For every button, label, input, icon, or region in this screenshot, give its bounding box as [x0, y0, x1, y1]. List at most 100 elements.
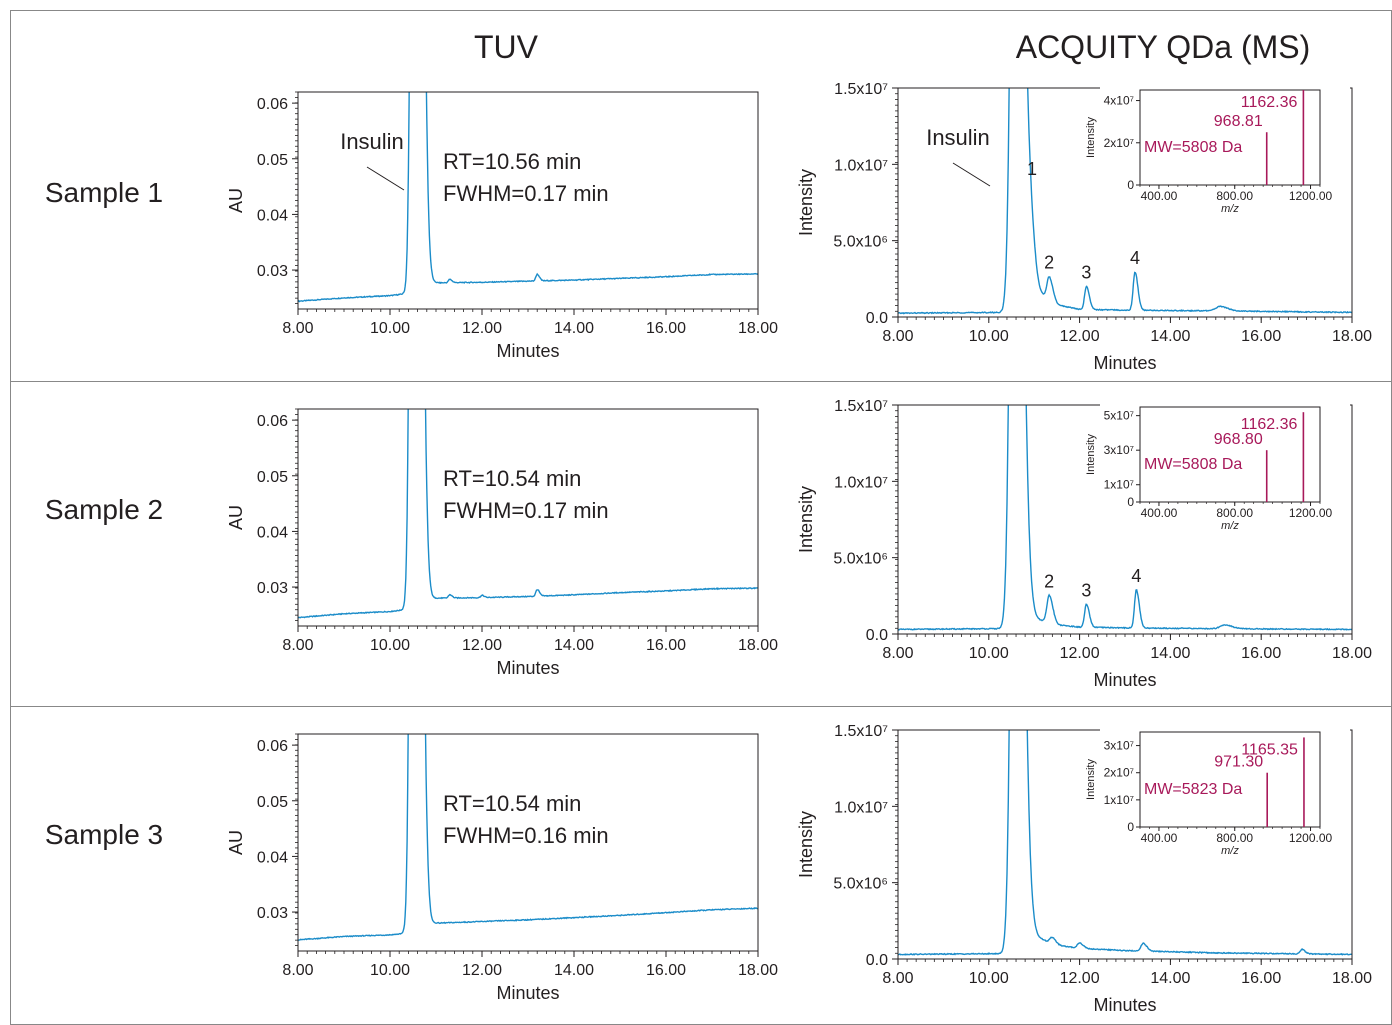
inset-y-tick-label: 3x10⁷: [1104, 443, 1134, 457]
x-tick-label: 16.00: [646, 320, 686, 337]
inset-x-tick-label: 800.00: [1216, 506, 1253, 520]
x-tick-label: 10.00: [370, 962, 410, 979]
x-tick-label: 14.00: [554, 320, 594, 337]
y-tick-label: 5.0x10⁶: [833, 551, 888, 568]
inset-x-tick-label: 1200.00: [1289, 189, 1333, 203]
x-tick-label: 12.00: [1060, 645, 1100, 662]
x-axis-label: Minutes: [1093, 353, 1156, 373]
x-tick-label: 8.00: [282, 962, 313, 979]
y-tick-label: 5.0x10⁶: [833, 876, 888, 893]
y-tick-label: 5.0x10⁶: [833, 234, 888, 251]
x-tick-label: 8.00: [282, 637, 313, 654]
inset-x-tick-label: 800.00: [1216, 189, 1253, 203]
x-tick-label: 14.00: [554, 962, 594, 979]
inset-y-tick-label: 0: [1127, 820, 1134, 834]
mass-spectrum-inset: 400.00 800.00 1200.00 m/z Intensity 3x10⁷ 2x10…: [1085, 728, 1350, 863]
inset-x-axis-label: m/z: [1221, 845, 1239, 857]
x-tick-label: 14.00: [554, 637, 594, 654]
inset-x-tick-label: 400.00: [1141, 831, 1178, 845]
x-axis-label: Minutes: [496, 983, 559, 1003]
y-tick-label: 0.05: [257, 152, 288, 169]
panels: Sample 18.00 10.00 12.00 14.00 16.00 18.000.0…: [45, 81, 1372, 1015]
y-tick-label: 0.0: [866, 310, 888, 327]
y-tick-label: 0.0: [866, 627, 888, 644]
chromatogram-trace: [298, 409, 758, 619]
ms-chart-2: 8.00 10.00 12.00 14.00 16.00 18.00 1.5x10⁷ 1.0x…: [796, 398, 1372, 690]
ms-chart-1: 8.00 10.00 12.00 14.00 16.00 18.001.5x10⁷1.0x…: [796, 81, 1372, 373]
y-tick-label: 0.06: [257, 413, 288, 430]
y-tick-label: 1.0x10⁷: [834, 157, 888, 174]
tuv-chart-1: 8.00 10.00 12.00 14.00 16.00 18.00 0.06 0.05 0.0…: [226, 91, 778, 361]
major-ion-label: 1162.36: [1241, 416, 1298, 433]
x-tick-label: 18.00: [738, 637, 778, 654]
inset-background: [1100, 728, 1350, 863]
inset-y-tick-label: 2x10⁷: [1104, 136, 1134, 150]
x-tick-label: 8.00: [282, 320, 313, 337]
minor-ion-label: 968.80: [1214, 431, 1263, 448]
x-tick-label: 10.00: [969, 328, 1009, 345]
inset-y-tick-label: 2x10⁷: [1104, 766, 1134, 780]
insulin-peak-label: Insulin: [926, 125, 990, 150]
x-tick-label: 16.00: [1241, 328, 1281, 345]
y-tick-label: 0.05: [257, 794, 288, 811]
x-tick-label: 18.00: [1332, 970, 1372, 987]
minor-ion-label: 971.30: [1214, 754, 1263, 771]
x-axis-label: Minutes: [1093, 995, 1156, 1015]
mass-spectrum-inset: 400.00 800.00 1200.00 m/z Intensity 4x10⁷ 2x10…: [1085, 86, 1350, 221]
inset-y-tick-label: 4x10⁷: [1104, 94, 1134, 108]
chromatogram-trace: [898, 405, 1352, 631]
fwhm-text: FWHM=0.17 min: [443, 498, 609, 523]
ms-chart-3: 8.00 10.00 12.00 14.00 16.00 18.00 1.5x10⁷ 1.0x…: [796, 723, 1372, 1015]
inset-y-tick-label: 3x10⁷: [1104, 739, 1134, 753]
impurity-peak-label: 2: [1044, 571, 1054, 591]
x-axis-label: Minutes: [496, 658, 559, 678]
inset-y-tick-label: 0: [1127, 495, 1134, 509]
inset-y-tick-label: 1x10⁷: [1104, 478, 1134, 492]
y-axis-label: Intensity: [796, 169, 816, 236]
x-tick-label: 12.00: [462, 962, 502, 979]
chromatogram-trace: [898, 730, 1352, 956]
fwhm-text: FWHM=0.16 min: [443, 823, 609, 848]
inset-y-axis-label: Intensity: [1085, 759, 1097, 800]
insulin-leader-line: [366, 166, 405, 191]
y-axis-label: AU: [226, 830, 246, 855]
molecular-weight-label: MW=5823 Da: [1144, 781, 1242, 798]
sample-label-2: Sample 2: [45, 494, 163, 525]
inset-frame: [1139, 731, 1321, 828]
insulin-leader-line: [952, 162, 991, 187]
y-axis-label: AU: [226, 505, 246, 530]
inset-x-tick-label: 400.00: [1141, 506, 1178, 520]
inset-y-axis-label: Intensity: [1085, 117, 1097, 158]
x-tick-label: 12.00: [462, 637, 502, 654]
inset-frame: [1139, 406, 1321, 503]
x-axis-label: Minutes: [1093, 670, 1156, 690]
chromatogram-trace: [298, 92, 758, 303]
impurity-peak-label: 4: [1130, 248, 1140, 268]
x-tick-label: 14.00: [1150, 645, 1190, 662]
y-tick-label: 1.0x10⁷: [834, 799, 888, 816]
x-tick-label: 8.00: [882, 328, 913, 345]
y-tick-label: 0.0: [866, 952, 888, 969]
impurity-peak-label: 4: [1131, 566, 1141, 586]
retention-time-text: RT=10.54 min: [443, 466, 581, 491]
y-tick-label: 0.04: [257, 849, 288, 866]
impurity-peak-label: 3: [1081, 580, 1091, 600]
x-tick-label: 10.00: [969, 645, 1009, 662]
x-tick-label: 12.00: [1060, 970, 1100, 987]
inset-background: [1100, 86, 1350, 221]
y-tick-label: 1.5x10⁷: [834, 723, 888, 740]
x-tick-label: 10.00: [370, 637, 410, 654]
x-tick-label: 10.00: [969, 970, 1009, 987]
x-tick-label: 10.00: [370, 320, 410, 337]
x-axis-label: Minutes: [496, 341, 559, 361]
molecular-weight-label: MW=5808 Da: [1144, 456, 1242, 473]
x-tick-label: 8.00: [882, 645, 913, 662]
mass-spectrum-inset: 400.00 800.00 1200.00 m/z Intensity 5x10⁷ 3x10…: [1085, 403, 1350, 538]
y-tick-label: 0.05: [257, 469, 288, 486]
tuv-chart-2: 8.00 10.00 12.00 14.00 16.00 18.00 0.06 0.05 0.0…: [226, 408, 778, 678]
inset-y-tick-label: 5x10⁷: [1104, 409, 1134, 423]
x-tick-label: 12.00: [1060, 328, 1100, 345]
y-axis-label: AU: [226, 188, 246, 213]
inset-x-axis-label: m/z: [1221, 203, 1239, 215]
